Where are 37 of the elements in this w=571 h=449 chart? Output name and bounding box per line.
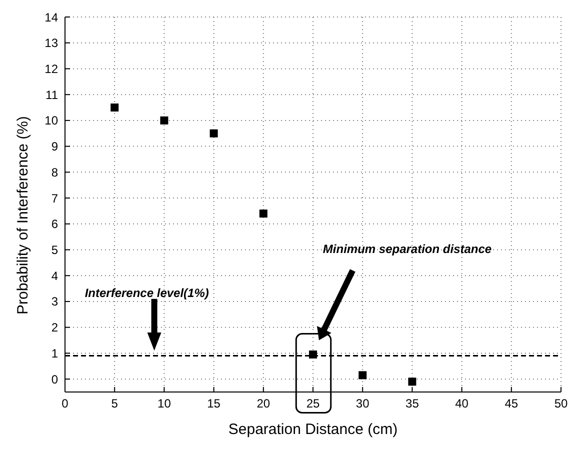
point (309, 350, 317, 358)
x-tick-label: 5 (111, 396, 118, 411)
point (160, 116, 168, 124)
annotation: Minimum separation distance (322, 242, 492, 256)
y-tick-label: 11 (46, 88, 58, 102)
y-tick-label: 10 (44, 114, 58, 128)
x-tick-label: 15 (207, 396, 221, 411)
y-tick-label: 13 (44, 36, 58, 50)
x-tick-label: 20 (256, 396, 270, 411)
y-tick-label: 8 (51, 165, 58, 180)
point (210, 129, 218, 138)
y-tick-label: 4 (51, 268, 58, 283)
y-tick-label: 2 (51, 320, 58, 335)
y-tick-label: 7 (51, 191, 58, 206)
x-tick-label: 40 (455, 396, 469, 411)
y-tick-label: 9 (51, 140, 58, 154)
x-tick-label: 25 (306, 396, 320, 411)
point (408, 378, 416, 386)
y-tick-label: 1 (51, 346, 58, 360)
y-tick-label: 5 (51, 243, 58, 258)
x-tick-label: 10 (158, 396, 172, 411)
x-tick-label: 35 (406, 396, 420, 411)
y-tick-label: 14 (44, 10, 58, 24)
x-tick-label: 0 (62, 396, 69, 411)
point (110, 104, 119, 112)
y-tick-label: 3 (51, 294, 58, 309)
annotation: Interference level(1%) (84, 286, 209, 300)
y-axis-title: Probability of Interference (%) (14, 116, 32, 314)
x-tick-label: 30 (356, 396, 370, 411)
point (259, 210, 268, 218)
y-tick-label: 6 (51, 217, 58, 232)
x-tick-label: 45 (504, 396, 518, 411)
x-axis-title: Separation Distance (cm) (228, 421, 398, 438)
y-tick-label: 12 (44, 62, 58, 76)
y-tick-label: 0 (51, 372, 58, 386)
point (358, 371, 367, 380)
x-tick-label: 50 (554, 396, 568, 411)
